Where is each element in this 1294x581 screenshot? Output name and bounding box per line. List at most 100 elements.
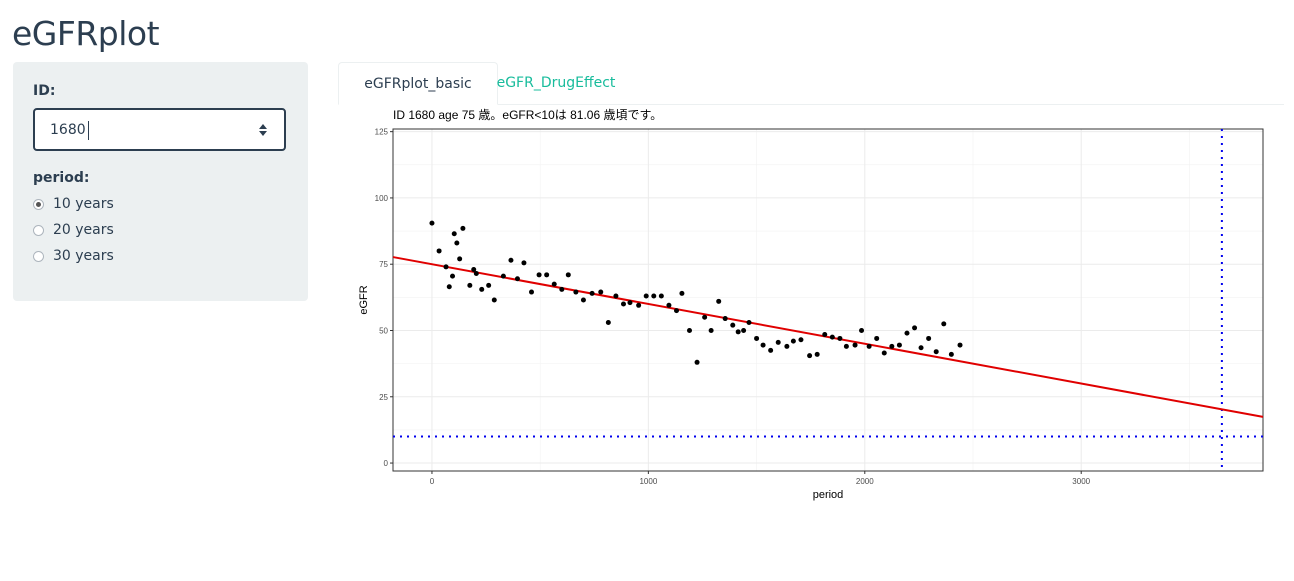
data-point bbox=[679, 290, 685, 296]
data-point bbox=[843, 343, 849, 349]
data-point bbox=[613, 293, 619, 299]
tab-egfrplot-basic[interactable]: eGFRplot_basic bbox=[338, 62, 498, 105]
data-point bbox=[754, 335, 760, 341]
data-point bbox=[451, 231, 457, 237]
data-point bbox=[948, 351, 954, 357]
y-tick-label: 75 bbox=[379, 260, 388, 269]
data-point bbox=[521, 260, 527, 266]
id-input[interactable]: 1680 bbox=[33, 108, 286, 151]
id-input-value: 1680 bbox=[50, 122, 86, 138]
data-point bbox=[620, 301, 626, 307]
x-axis-label: period bbox=[813, 489, 844, 501]
data-point bbox=[589, 290, 595, 296]
data-point bbox=[775, 339, 781, 345]
radio-label: 20 years bbox=[53, 222, 114, 238]
radio-label: 10 years bbox=[53, 196, 114, 212]
data-point bbox=[479, 286, 485, 292]
radio-button-checked[interactable] bbox=[33, 198, 44, 210]
text-caret bbox=[88, 121, 89, 140]
data-point bbox=[859, 327, 865, 333]
radio-button[interactable] bbox=[33, 250, 44, 262]
fit-line bbox=[392, 256, 1264, 418]
axis-ticks: 0 1000 2000 3000 0 25 50 75 100 125 bbox=[375, 128, 1091, 486]
data-point bbox=[536, 272, 542, 278]
data-point bbox=[473, 270, 479, 276]
data-point bbox=[436, 248, 442, 254]
data-point bbox=[605, 320, 611, 326]
data-point bbox=[573, 289, 579, 295]
data-point bbox=[491, 297, 497, 303]
tab-egfr-drugeffect[interactable]: eGFR_DrugEffect bbox=[496, 75, 616, 91]
data-point bbox=[450, 273, 456, 279]
data-point bbox=[807, 353, 813, 359]
x-tick-label: 1000 bbox=[639, 477, 657, 486]
data-point bbox=[643, 293, 649, 299]
y-tick-label: 25 bbox=[379, 393, 388, 402]
data-point bbox=[457, 256, 463, 262]
data-point bbox=[460, 225, 466, 231]
data-point bbox=[798, 337, 804, 343]
data-point bbox=[912, 325, 918, 331]
data-point bbox=[636, 302, 642, 308]
y-tick-label: 125 bbox=[375, 128, 389, 137]
plot-title: ID 1680 age 75 歳。eGFR<10は 81.06 歳頃です。 bbox=[393, 108, 662, 122]
data-point bbox=[658, 293, 664, 299]
grid-lines bbox=[393, 129, 1263, 471]
reference-lines bbox=[393, 129, 1263, 471]
data-point bbox=[580, 297, 586, 303]
data-point bbox=[874, 335, 880, 341]
data-point bbox=[529, 289, 535, 295]
radio-period-20-years[interactable]: 20 years bbox=[33, 220, 114, 240]
data-point bbox=[443, 264, 449, 270]
data-point bbox=[486, 282, 492, 288]
data-point bbox=[926, 335, 932, 341]
data-point bbox=[544, 272, 550, 278]
data-point bbox=[784, 343, 790, 349]
tab-bar: eGFRplot_basic eGFR_DrugEffect bbox=[338, 62, 1284, 105]
y-tick-label: 100 bbox=[375, 194, 389, 203]
data-point bbox=[686, 327, 692, 333]
data-point bbox=[829, 334, 835, 340]
data-point bbox=[746, 320, 752, 326]
data-point bbox=[559, 286, 565, 292]
data-point bbox=[760, 342, 766, 348]
data-point bbox=[918, 345, 924, 351]
data-point bbox=[708, 327, 714, 333]
data-point bbox=[896, 342, 902, 348]
radio-period-30-years[interactable]: 30 years bbox=[33, 246, 114, 266]
data-point bbox=[716, 298, 722, 304]
data-point bbox=[702, 314, 708, 320]
data-point bbox=[651, 293, 657, 299]
radio-button[interactable] bbox=[33, 224, 44, 236]
data-point bbox=[741, 327, 747, 333]
data-point bbox=[730, 322, 736, 328]
x-tick-label: 0 bbox=[430, 477, 435, 486]
data-point bbox=[446, 284, 452, 290]
data-point bbox=[881, 350, 887, 356]
data-point bbox=[866, 343, 872, 349]
data-point bbox=[814, 351, 820, 357]
data-point bbox=[454, 240, 460, 246]
radio-period-10-years[interactable]: 10 years bbox=[33, 194, 114, 214]
data-point bbox=[467, 282, 473, 288]
data-point bbox=[429, 220, 435, 226]
data-point bbox=[735, 329, 741, 335]
data-point bbox=[627, 300, 633, 306]
app-title: eGFRplot bbox=[12, 14, 160, 53]
y-tick-label: 0 bbox=[384, 459, 389, 468]
data-point bbox=[598, 289, 604, 295]
plot-panel-border bbox=[392, 128, 1264, 472]
data-point bbox=[551, 281, 557, 287]
radio-label: 30 years bbox=[53, 248, 114, 264]
data-point bbox=[933, 349, 939, 355]
data-point bbox=[941, 321, 947, 327]
data-point bbox=[674, 308, 680, 314]
data-point bbox=[957, 342, 963, 348]
data-point bbox=[822, 331, 828, 337]
spinner-arrows-icon[interactable] bbox=[258, 122, 268, 138]
x-tick-label: 2000 bbox=[856, 477, 874, 486]
y-tick-label: 50 bbox=[379, 326, 388, 335]
period-label: period: bbox=[33, 170, 90, 186]
data-point bbox=[768, 347, 774, 353]
data-point bbox=[565, 272, 571, 278]
